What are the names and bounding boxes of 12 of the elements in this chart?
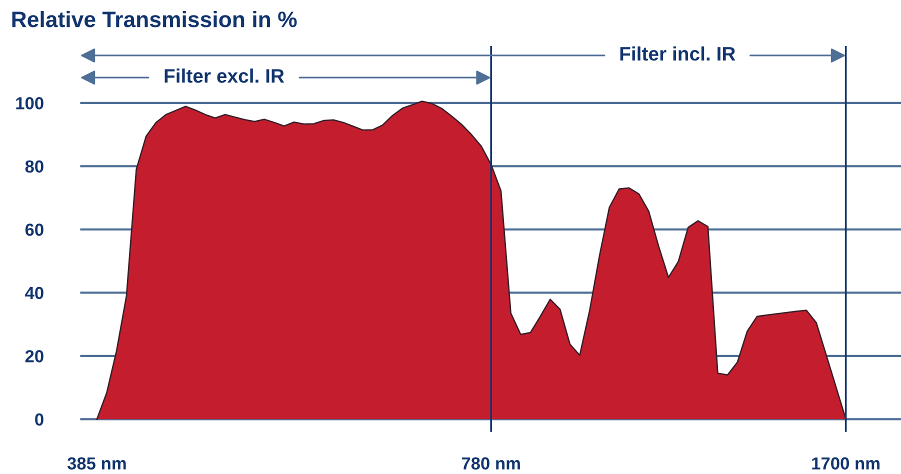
annotation: Filter excl. IR — [164, 68, 284, 83]
x-tick-label: 780 nm — [462, 457, 520, 470]
x-tick-label: 385 nm — [67, 457, 126, 470]
annotation: Filter incl. IR — [620, 46, 736, 61]
x-tick-label: 1700 nm — [812, 457, 880, 470]
y-tick-label: 80 — [25, 160, 44, 173]
y-tick-label: 0 — [35, 413, 44, 426]
y-tick-label: 60 — [25, 224, 44, 236]
chart-title: Relative Transmission in % — [12, 10, 297, 28]
y-tick-label: 40 — [25, 286, 44, 300]
y-tick-label: 20 — [25, 350, 44, 362]
y-tick-label: 100 — [16, 97, 44, 110]
